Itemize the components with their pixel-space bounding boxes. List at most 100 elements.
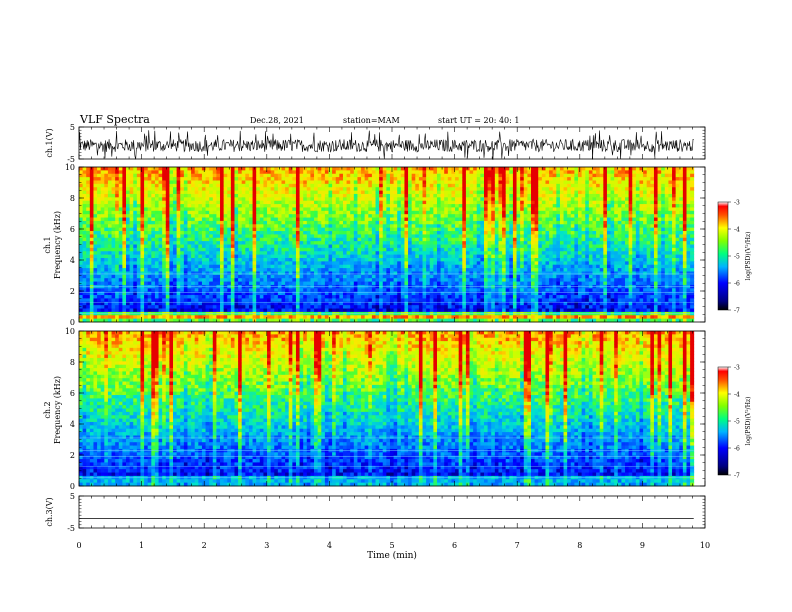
ch1-spec-cell bbox=[379, 231, 384, 235]
ch1-spec-cell bbox=[285, 291, 290, 296]
ch1-spec-cell bbox=[115, 170, 120, 175]
ch1-spec-cell bbox=[310, 311, 315, 316]
ch1-spec-cell bbox=[350, 183, 355, 188]
ch1-spec-cell bbox=[205, 190, 210, 195]
ch1-spec-cell bbox=[252, 177, 257, 181]
ch1-spec-cell bbox=[126, 284, 131, 289]
ch1-spec-cell bbox=[136, 217, 141, 222]
ch1-spec-cell bbox=[451, 200, 456, 205]
ch1-spec-cell bbox=[353, 254, 358, 259]
ch1-spec-cell bbox=[198, 220, 203, 225]
ch1-spec-cell bbox=[314, 173, 319, 178]
ch1-spec-cell bbox=[426, 190, 431, 195]
ch1-spec-cell bbox=[303, 257, 308, 262]
ch1-spec-cell bbox=[350, 241, 355, 245]
ch1-spec-cell bbox=[324, 234, 329, 239]
ch1-spec-cell bbox=[306, 227, 311, 232]
ch1-spec-cell bbox=[310, 251, 315, 256]
ch1-spec-cell bbox=[187, 254, 192, 259]
ch1-spec-cell bbox=[393, 268, 398, 272]
ch1-spec-cell bbox=[93, 288, 98, 293]
ch1-spec-cell bbox=[386, 170, 391, 175]
ch1-spec-cell bbox=[198, 298, 203, 303]
ch1-spec-cell bbox=[248, 241, 253, 245]
ch1-spec-cell bbox=[306, 271, 311, 276]
ch1-spec-cell bbox=[371, 281, 376, 286]
ch1-spec-cell bbox=[173, 231, 178, 235]
ch1-spec-cell bbox=[408, 268, 413, 272]
ch1-spec-cell bbox=[187, 237, 192, 242]
ch1-spec-cell bbox=[129, 207, 134, 212]
ch1-spec-cell bbox=[368, 200, 373, 205]
ch1-spec-cell bbox=[256, 224, 261, 229]
ch1-spec-cell bbox=[458, 268, 463, 272]
ch1-spec-cell bbox=[350, 220, 355, 225]
ch1-spec-cell bbox=[173, 217, 178, 222]
ch1-spec-cell bbox=[194, 264, 199, 269]
ch1-spec-cell bbox=[270, 183, 275, 188]
ch1-spec-cell bbox=[107, 234, 112, 239]
ch1-spec-cell bbox=[126, 251, 131, 256]
ch1-spec-cell bbox=[104, 204, 109, 208]
ch1-spec-cell bbox=[397, 257, 402, 262]
ch1-spec-cell bbox=[158, 288, 163, 293]
ch1-spec-cell bbox=[270, 170, 275, 175]
ch1-spec-cell bbox=[411, 288, 416, 293]
ch1-spec-cell bbox=[277, 197, 282, 202]
ch1-spec-cell bbox=[364, 227, 369, 232]
ch1-spec-cell bbox=[281, 167, 286, 171]
ch1-spec-cell bbox=[350, 268, 355, 272]
ch1-spec-cell bbox=[115, 234, 120, 239]
ch1-spec-cell bbox=[317, 244, 322, 249]
ch1-spec-cell bbox=[115, 224, 120, 229]
ch1-spec-cell bbox=[418, 251, 423, 256]
ch1-spec-cell bbox=[328, 308, 333, 313]
ch1-spec-cell bbox=[107, 311, 112, 316]
ch1-spec-cell bbox=[324, 173, 329, 178]
ch1-spec-cell bbox=[169, 167, 174, 171]
ch1-spec-cell bbox=[281, 177, 286, 181]
ch1-spec-cell bbox=[444, 207, 449, 212]
ch1-spec-cell bbox=[263, 187, 268, 191]
ch1-spec-cell bbox=[364, 315, 369, 320]
ch1-spec-cell bbox=[140, 301, 145, 306]
ch1-spec-cell bbox=[444, 315, 449, 320]
ch1-spec-cell bbox=[165, 315, 170, 320]
ch1-spec-cell bbox=[154, 244, 159, 249]
ch1-spec-cell bbox=[321, 173, 326, 178]
ch1-spec-cell bbox=[364, 268, 369, 272]
ch1-spec-cell bbox=[126, 210, 131, 215]
ch1-spec-cell bbox=[194, 207, 199, 212]
ch1-spec-cell bbox=[212, 187, 217, 191]
ch1-spec-cell bbox=[382, 315, 387, 320]
ch1-spec-cell bbox=[447, 247, 452, 252]
ch1-spec-cell bbox=[126, 264, 131, 269]
ch1-spec-cell bbox=[321, 291, 326, 296]
ch1-spec-cell bbox=[342, 271, 347, 276]
ch1-spec-cell bbox=[147, 187, 152, 191]
ch1-spec-cell bbox=[285, 180, 290, 185]
ch1-spec-cell bbox=[386, 177, 391, 181]
ch1-spec-cell bbox=[230, 254, 235, 259]
ch1-spec-cell bbox=[82, 284, 87, 289]
ch1-spec-cell bbox=[212, 200, 217, 205]
ch1-spec-cell bbox=[350, 315, 355, 320]
ch1-spec-cell bbox=[411, 197, 416, 202]
ch1-spec-cell bbox=[455, 180, 460, 185]
ch1-spec-cell bbox=[379, 193, 384, 198]
ch1-spec-cell bbox=[295, 210, 300, 215]
ch1-spec-cell bbox=[223, 244, 228, 249]
ch1-spec-cell bbox=[400, 254, 405, 259]
ch1-spec-cell bbox=[107, 177, 112, 181]
ch1-spec-cell bbox=[314, 264, 319, 269]
ch1-spec-cell bbox=[408, 298, 413, 303]
ch1-spec-cell bbox=[259, 281, 264, 286]
ch1-spec-cell bbox=[368, 177, 373, 181]
ch1-spec-cell bbox=[415, 227, 420, 232]
ch1-spec-cell bbox=[426, 274, 431, 279]
ch1-spec-cell bbox=[382, 284, 387, 289]
ch1-spec-cell bbox=[422, 173, 427, 178]
ch1-spec-cell bbox=[180, 281, 185, 286]
ch1-spec-cell bbox=[371, 257, 376, 262]
ch1-spec-cell bbox=[165, 200, 170, 205]
